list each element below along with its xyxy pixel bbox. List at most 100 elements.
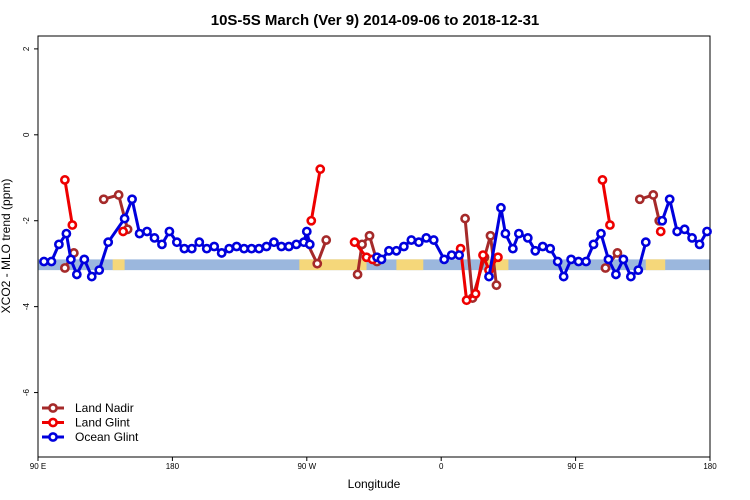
point-land-nadir-6-1: [648, 190, 659, 200]
point-ocean-glint-3-2: [672, 226, 683, 237]
point-land-nadir-6-0: [634, 194, 645, 205]
point-ocean-glint-2-3: [507, 243, 518, 254]
point-ocean-glint-2-1: [496, 202, 506, 213]
point-ocean-glint-2-14: [588, 239, 599, 250]
land-segment-0: [112, 259, 125, 271]
point-land-nadir-5-0: [600, 263, 611, 273]
legend-item-land-glint: Land Glint: [42, 416, 130, 430]
point-ocean-glint-0-20: [194, 237, 205, 248]
land-segment-4: [645, 259, 666, 271]
series-line-land-glint-0: [63, 179, 74, 226]
point-ocean-glint-0-4: [65, 254, 76, 265]
point-land-glint-1-0: [118, 226, 129, 237]
point-ocean-glint-0-32: [283, 241, 294, 252]
series-line-ocean-glint-2: [487, 206, 648, 279]
point-ocean-glint-1-3: [391, 245, 402, 256]
point-ocean-glint-2-11: [566, 254, 577, 265]
point-ocean-glint-0-31: [276, 241, 287, 252]
point-ocean-glint-2-10: [558, 271, 569, 282]
point-land-nadir-2-1: [312, 258, 323, 269]
point-ocean-glint-0-33: [291, 239, 302, 250]
series-line-land-glint-5: [601, 179, 612, 226]
point-ocean-glint-0-17: [171, 237, 182, 248]
legend-label-ocean-glint: Ocean Glint: [75, 430, 139, 444]
point-land-glint-4-1: [461, 295, 472, 306]
point-land-glint-4-3: [478, 250, 488, 260]
point-ocean-glint-0-5: [71, 269, 82, 280]
point-land-nadir-2-2: [321, 235, 332, 245]
point-ocean-glint-0-23: [216, 248, 227, 258]
series-line-land-glint-2: [309, 168, 322, 221]
point-ocean-glint-0-30: [269, 237, 279, 248]
point-ocean-glint-1-1: [376, 254, 387, 265]
point-ocean-glint-2-9: [552, 256, 563, 267]
point-ocean-glint-3-5: [694, 239, 705, 250]
point-ocean-glint-0-35: [301, 226, 312, 237]
land-segment-2: [396, 259, 424, 271]
point-ocean-glint-0-14: [149, 233, 160, 243]
point-land-glint-4-2: [470, 288, 481, 299]
y-axis-label: XCO2 - MLO trend (ppm): [0, 179, 13, 314]
point-land-glint-5-0: [597, 175, 608, 185]
land-segment-3: [486, 259, 509, 271]
point-ocean-glint-2-7: [537, 241, 548, 252]
point-ocean-glint-2-2: [500, 228, 511, 239]
point-ocean-glint-0-2: [54, 239, 64, 250]
point-land-glint-0-0: [59, 175, 70, 185]
point-ocean-glint-0-19: [186, 243, 197, 254]
legend-label-land-glint: Land Glint: [75, 416, 130, 430]
x-tick-label-0: 90 E: [30, 462, 46, 471]
point-ocean-glint-2-19: [625, 271, 636, 282]
point-ocean-glint-1-11: [454, 250, 465, 260]
point-ocean-glint-0-8: [94, 265, 105, 276]
point-ocean-glint-0-0: [39, 256, 49, 267]
point-ocean-glint-3-0: [657, 215, 668, 226]
point-ocean-glint-1-2: [384, 245, 394, 256]
point-land-glint-4-5: [493, 252, 503, 263]
point-ocean-glint-0-13: [142, 226, 152, 237]
point-ocean-glint-3-4: [687, 233, 697, 243]
point-ocean-glint-3-6: [702, 226, 712, 237]
point-ocean-glint-0-7: [86, 271, 97, 282]
point-ocean-glint-2-15: [596, 228, 606, 239]
y-tick-label-2: -2: [22, 217, 31, 225]
point-land-glint-3-0: [349, 237, 360, 248]
point-ocean-glint-0-9: [103, 237, 114, 248]
point-land-nadir-4-3: [485, 230, 496, 241]
y-tick-label-3: -4: [22, 303, 31, 311]
series-ocean-glint: [39, 194, 712, 282]
point-ocean-glint-2-16: [603, 254, 614, 265]
series-group: [39, 164, 712, 306]
point-ocean-glint-0-25: [231, 241, 242, 252]
point-ocean-glint-2-6: [530, 245, 541, 256]
point-ocean-glint-2-12: [573, 256, 584, 267]
legend-marker-land-nadir: [48, 403, 58, 413]
x-tick-label-2: 90 W: [297, 462, 316, 471]
point-ocean-glint-0-18: [179, 243, 190, 254]
y-tick-label-1: 0: [22, 132, 31, 137]
point-ocean-glint-2-8: [545, 243, 556, 254]
x-tick-label-3: 0: [439, 462, 444, 471]
point-ocean-glint-0-1: [46, 256, 57, 267]
x-tick-label-4: 90 E: [567, 462, 583, 471]
point-land-glint-2-0: [306, 215, 317, 226]
x-axis-label: Longitude: [348, 477, 401, 491]
point-land-nadir-3-0: [352, 269, 363, 280]
series-land-nadir: [59, 190, 665, 303]
chart-title: 10S-5S March (Ver 9) 2014-09-06 to 2018-…: [211, 12, 540, 29]
point-ocean-glint-0-28: [254, 243, 264, 254]
y-axis: 2 0 -2 -4 -6: [22, 46, 38, 396]
point-ocean-glint-2-5: [522, 233, 533, 243]
point-land-nadir-4-4: [491, 280, 502, 291]
land-segment-1: [299, 259, 367, 271]
point-ocean-glint-1-7: [421, 233, 432, 243]
point-ocean-glint-0-3: [61, 228, 72, 239]
point-ocean-glint-2-21: [640, 237, 651, 248]
point-ocean-glint-2-0: [484, 271, 494, 282]
point-land-nadir-3-2: [364, 230, 375, 241]
point-ocean-glint-1-4: [398, 241, 409, 252]
legend-label-land-nadir: Land Nadir: [75, 401, 134, 415]
point-ocean-glint-0-22: [209, 241, 220, 252]
